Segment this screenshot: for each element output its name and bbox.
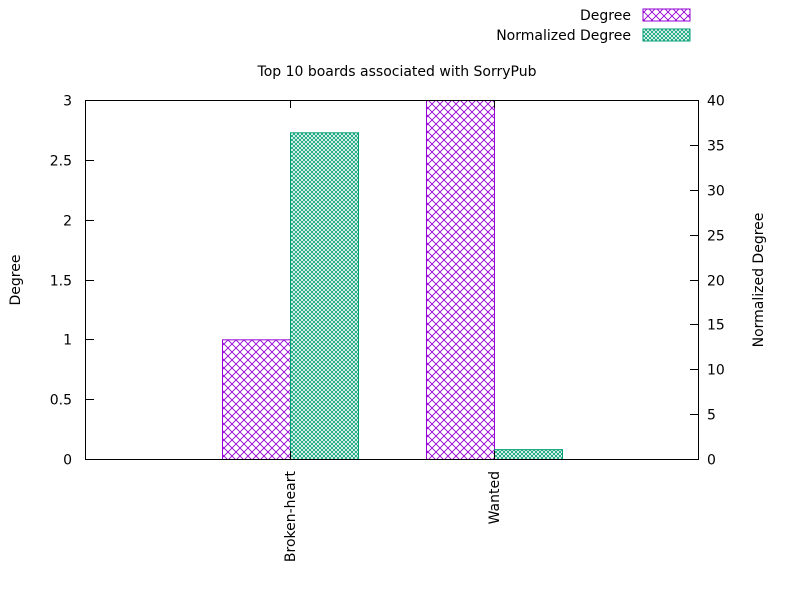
y-tick-label: 3 [63,94,72,110]
x-tick-label: Broken-heart [283,470,299,562]
y-axis-label: Degree [8,255,24,306]
legend-swatch-normalized-degree [642,28,691,42]
y2-tick-label: 0 [707,453,716,469]
y-tick-label: 2.5 [50,154,72,170]
legend-label-normalized-degree: Normalized Degree [496,28,631,44]
y-tick-label: 0.5 [50,393,72,409]
bars-layer [222,100,563,461]
legend-swatch-degree [642,8,691,22]
y2-tick-label: 15 [707,318,725,334]
chart-title: Top 10 boards associated with SorryPub [257,64,537,80]
y-tick-label: 1 [63,333,72,349]
ticks-layer: 00.511.522.530510152025303540Broken-hear… [50,94,725,563]
legend-label-degree: Degree [580,8,631,24]
y2-tick-label: 30 [707,184,725,200]
legend: Degree Normalized Degree [496,8,691,44]
y2-tick-label: 35 [707,139,725,155]
y2-axis-label: Normalized Degree [751,213,767,348]
y2-tick-label: 5 [707,408,716,424]
y2-tick-label: 25 [707,229,725,245]
x-tick-label: Wanted [487,471,503,524]
y-tick-label: 2 [63,214,72,230]
bar-degree-broken-heart [222,339,291,461]
legend-entry-degree: Degree [580,8,691,24]
y2-tick-label: 40 [707,94,725,110]
plot-area-border [85,100,699,460]
bar-degree-wanted [426,100,495,460]
y-tick-label: 0 [63,453,72,469]
y-tick-label: 1.5 [50,274,72,290]
y2-tick-label: 20 [707,274,725,290]
y2-tick-label: 10 [707,363,725,379]
bar-normalized-degree-wanted [494,449,563,461]
bar-normalized-degree-broken-heart [290,132,359,460]
legend-entry-normalized-degree: Normalized Degree [496,28,691,44]
